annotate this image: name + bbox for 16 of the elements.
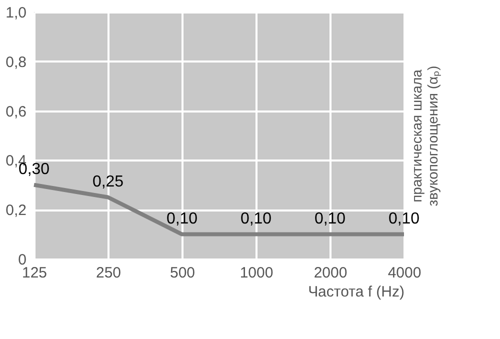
x-axis-title: Частота f (Hz) (308, 284, 404, 300)
x-tick-label: 500 (170, 264, 196, 282)
y-tick-label: 0,8 (6, 54, 26, 71)
data-label: 0,25 (92, 173, 124, 190)
x-tick-label: 4000 (388, 264, 422, 282)
data-label: 0,10 (166, 210, 198, 228)
y-tick-label: 0,6 (6, 103, 26, 120)
x-tick-label: 250 (96, 264, 122, 282)
data-label: 0,10 (388, 210, 420, 228)
y-axis-title: практическая шкала звукопоглощения (αₚ) (408, 66, 442, 206)
x-tick-label: 1000 (240, 264, 274, 282)
y-tick-label: 1,0 (6, 4, 26, 22)
data-label: 0,10 (314, 210, 346, 228)
y-tick-label: 0,2 (6, 202, 26, 220)
data-label: 0,10 (240, 210, 272, 228)
x-tick-label: 2000 (314, 264, 348, 282)
